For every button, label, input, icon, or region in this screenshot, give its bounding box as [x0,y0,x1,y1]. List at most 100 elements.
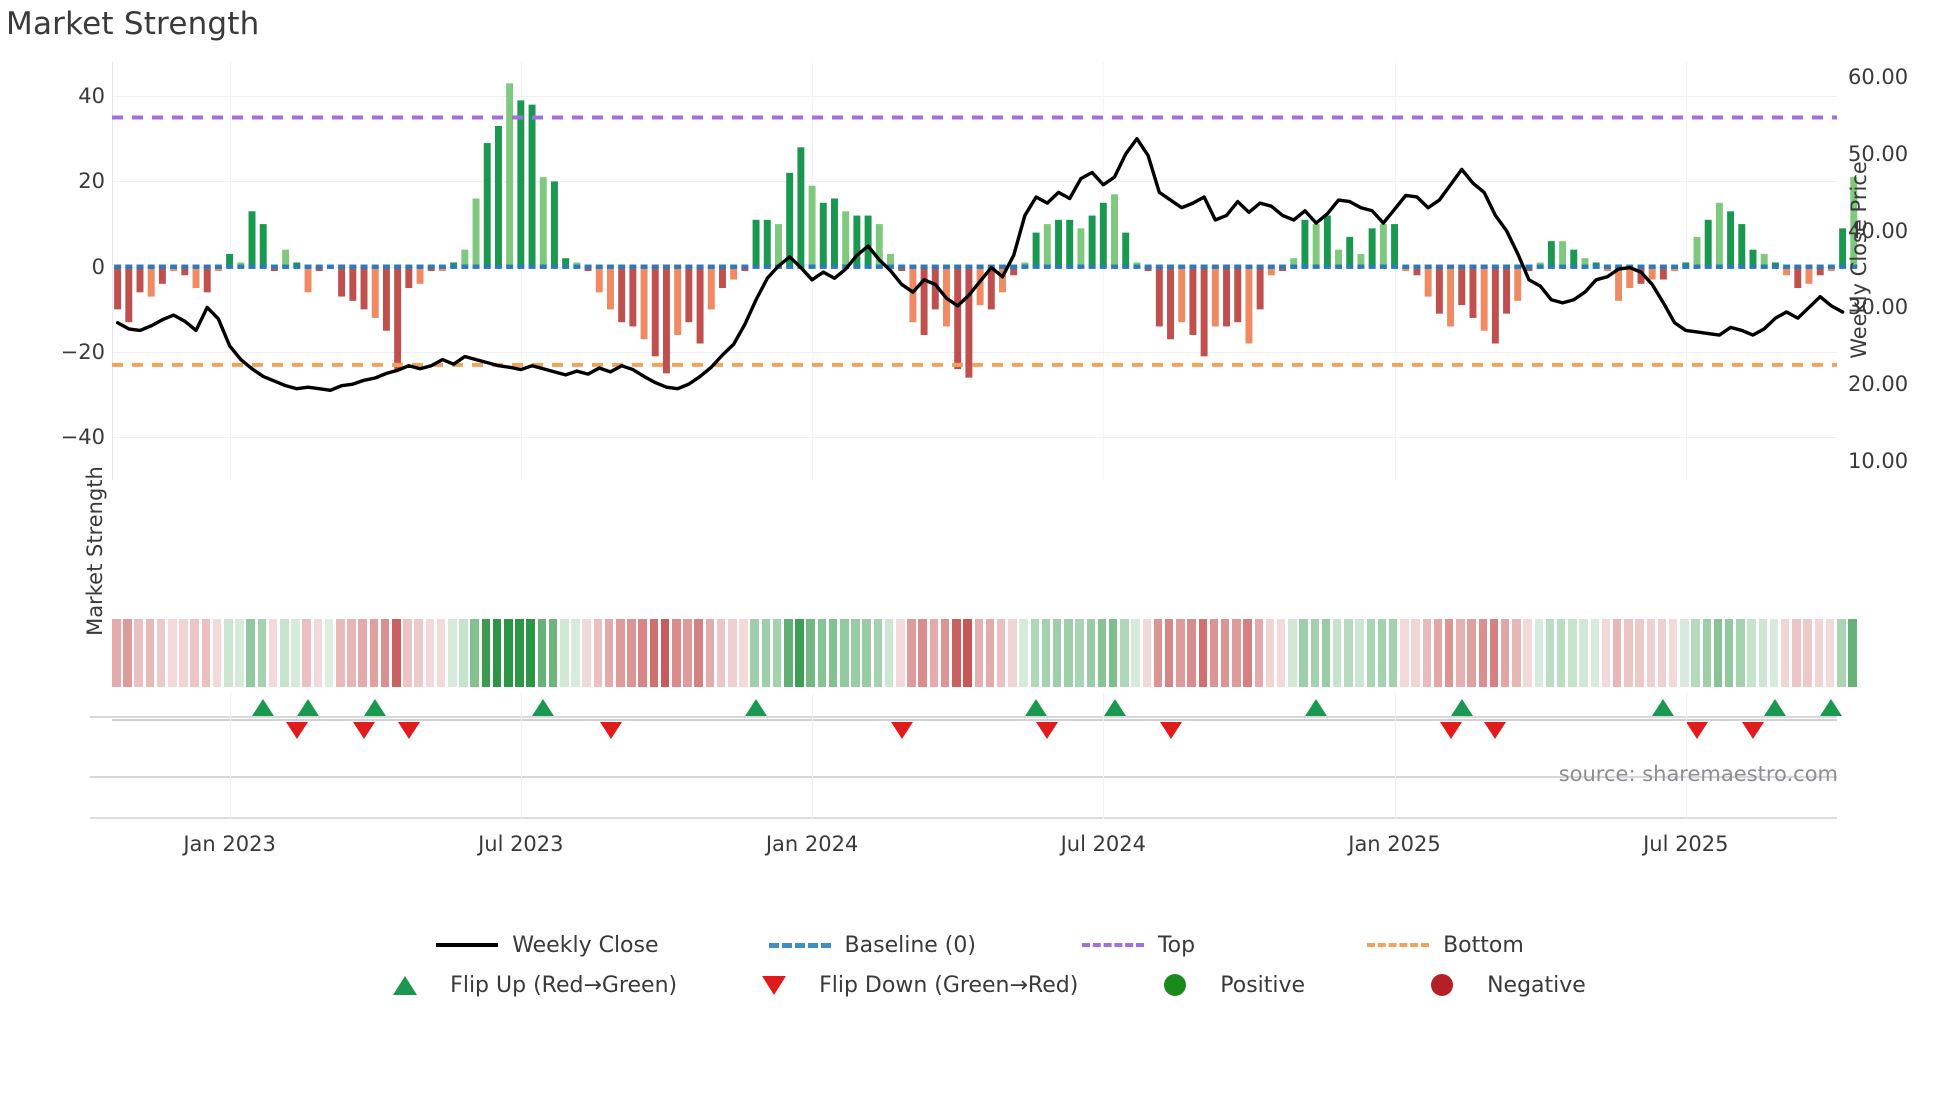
strength-bar [887,253,894,267]
flip-up-marker [1305,699,1328,716]
heat-strip-cell [1568,619,1577,687]
legend-item-top[interactable]: Top [1081,932,1196,958]
flip-down-marker [1484,722,1507,739]
strength-bar [629,266,637,327]
heat-strip-cell [772,619,782,687]
legend-label: Top [1157,932,1196,958]
strength-bar [1043,224,1051,267]
heat-strip-cell [324,619,334,687]
baseline-segment [158,264,166,269]
legend-item-weekly-close[interactable]: Weekly Close [436,933,659,958]
heat-strip-cell [571,619,580,687]
heat-strip-cell [1097,619,1107,687]
baseline-segment [226,264,234,269]
baseline-segment [1491,264,1499,269]
strength-bar [662,266,670,374]
baseline-segment [270,264,278,269]
heat-strip-cell [548,619,558,687]
dot-green-icon [1144,973,1206,997]
baseline-segment [1223,264,1230,269]
baseline-segment [506,264,514,269]
strength-bar [158,266,166,284]
baseline-segment [427,264,435,269]
strength-bar [506,83,514,267]
flip-up-marker [1025,699,1048,716]
heat-strip-cell [806,619,815,687]
strength-bar [1749,249,1757,267]
baseline-segment [831,264,838,269]
heat-strip-cell [672,619,681,687]
baseline-segment [494,264,502,269]
strength-bar [394,266,402,370]
baseline-segment [1435,264,1443,269]
baseline-segment [1099,264,1107,269]
flip-down-marker [353,722,375,739]
heat-strip-cell [145,619,155,687]
heat-strip-cell [1422,619,1432,687]
baseline-segment [584,264,592,269]
baseline-segment [1256,264,1264,269]
flip-up-marker [1103,699,1126,716]
legend-item-positive[interactable]: Positive [1144,973,1305,998]
baseline-segment [394,264,402,269]
strength-bar [1570,249,1578,267]
baseline-segment [114,264,122,269]
left-y-tick-label: −20 [60,340,105,364]
strength-bar [1122,232,1130,267]
strength-bar [775,224,782,267]
strength-bar [1447,266,1455,327]
baseline-segment [1559,264,1567,269]
heat-strip-cell [683,619,692,687]
heat-strip-cell [940,619,950,687]
strength-bar [1547,241,1555,267]
strength-bar [1491,266,1499,344]
left-y-tick-label: −40 [60,425,105,450]
strength-bar [1760,253,1768,267]
strength-bar [1435,266,1443,314]
baseline-segment [864,264,872,269]
heat-strip-cell [1825,619,1835,687]
baseline-segment [629,264,637,269]
heat-strip-cell [1837,619,1846,687]
baseline-segment [898,264,906,269]
chart-legend: Weekly Close Baseline (0) Top Bottom Flip U… [0,925,1960,1005]
heat-strip-cell [1657,619,1667,687]
baseline-segment [606,264,614,269]
baseline-segment [1155,264,1163,269]
baseline-segment [1189,264,1197,269]
dotted-line-orange-icon [1367,933,1430,957]
legend-item-bottom[interactable]: Bottom [1367,933,1524,958]
legend-item-baseline[interactable]: Baseline (0) [768,933,976,958]
strength-bar [999,266,1006,293]
vertical-gridline [1685,62,1687,480]
legend-item-negative[interactable]: Negative [1411,973,1586,998]
strength-bar [494,125,502,267]
strength-bar [1816,266,1824,276]
legend-item-flip-down[interactable]: Flip Down (Green→Red) [743,973,1078,998]
strength-bar [1648,266,1656,280]
baseline-segment [1760,264,1768,269]
baseline-segment [1245,264,1253,269]
chart-graphics [112,83,1858,392]
solid-line-icon [436,933,499,957]
baseline-segment [1514,264,1522,269]
strength-bar [259,224,267,267]
baseline-segment [1323,264,1331,269]
right-y-tick-label: 20.00 [1848,372,1909,397]
lower-rule-lower [90,817,1837,819]
heat-strip-cell [884,619,894,687]
baseline-segment [438,264,446,269]
legend-item-flip-up[interactable]: Flip Up (Red→Green) [374,973,677,998]
flip-up-marker [297,699,319,716]
strength-bar [853,215,861,267]
strength-bar [864,215,872,267]
strength-bar [1066,219,1074,267]
baseline-segment [887,264,894,269]
flip-down-marker [890,722,913,739]
baseline-segment [1077,264,1085,269]
heat-strip-cell [347,619,356,687]
heat-strip-cell [1131,619,1140,687]
baseline-segment [461,264,469,269]
right-y-tick-label: 60.00 [1848,65,1909,90]
baseline-segment [943,264,950,269]
